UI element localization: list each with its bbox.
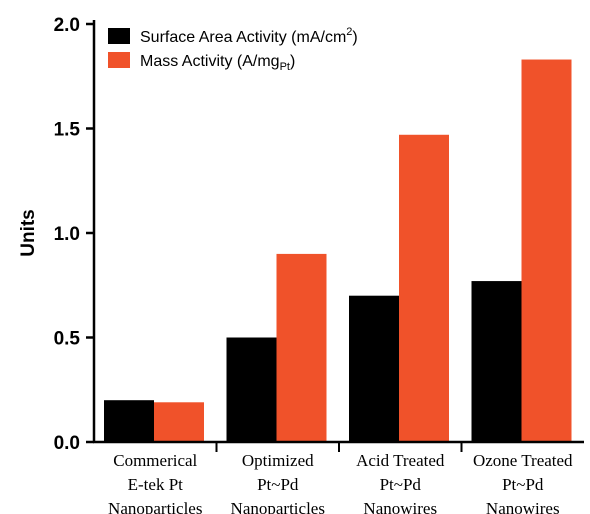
- x-category-label-1-0: Optimized: [242, 451, 314, 470]
- bar-s0-c0: [104, 400, 154, 442]
- bar-s1-c0: [154, 402, 204, 442]
- y-tick-label-2: 1.0: [54, 224, 80, 245]
- bar-s1-c2: [399, 134, 449, 442]
- bar-s1-c1: [276, 253, 327, 442]
- y-tick-label-1: 0.5: [54, 329, 81, 350]
- legend-label-0: Surface Area Activity (mA/cm2): [140, 26, 358, 46]
- x-category-label-2-1: Pt~Pd: [380, 475, 422, 494]
- x-category-label-3-0: Ozone Treated: [473, 451, 573, 470]
- legend-swatch-1: [108, 52, 130, 68]
- legend-label-1: Mass Activity (A/mgPt): [140, 53, 295, 73]
- y-tick-label-4: 2.0: [54, 15, 80, 36]
- x-category-label-1-1: Pt~Pd: [257, 475, 299, 494]
- bar-s0-c2: [349, 295, 399, 442]
- x-categories-group: Commerical E-tek Pt Nanoparticles Optimized…: [108, 442, 573, 514]
- x-category-label-1-2: Nanoparticles: [231, 499, 325, 514]
- bar-s0-c3: [471, 281, 522, 442]
- legend-swatch-0: [108, 28, 130, 44]
- bar-s1-c3: [521, 59, 572, 442]
- bar-s0-c1: [226, 337, 277, 442]
- legend: Surface Area Activity (mA/cm2) Mass Activ…: [108, 26, 358, 73]
- y-tick-label-0: 0.0: [54, 433, 80, 454]
- x-category-label-3-2: Nanowires: [486, 499, 560, 514]
- bars-group: [104, 59, 572, 442]
- y-axis-title: Units: [18, 209, 39, 257]
- x-category-label-2-0: Acid Treated: [356, 451, 445, 470]
- x-category-label-0-2: Nanoparticles: [108, 499, 202, 514]
- x-category-label-2-2: Nanowires: [363, 499, 437, 514]
- y-tick-label-3: 1.5: [54, 120, 81, 141]
- x-category-label-0-0: Commerical: [113, 451, 197, 470]
- x-category-label-3-1: Pt~Pd: [502, 475, 544, 494]
- y-ticks-group: 0.0 0.5 1.0 1.5 2.0: [54, 15, 94, 454]
- x-category-label-0-1: E-tek Pt: [128, 475, 184, 494]
